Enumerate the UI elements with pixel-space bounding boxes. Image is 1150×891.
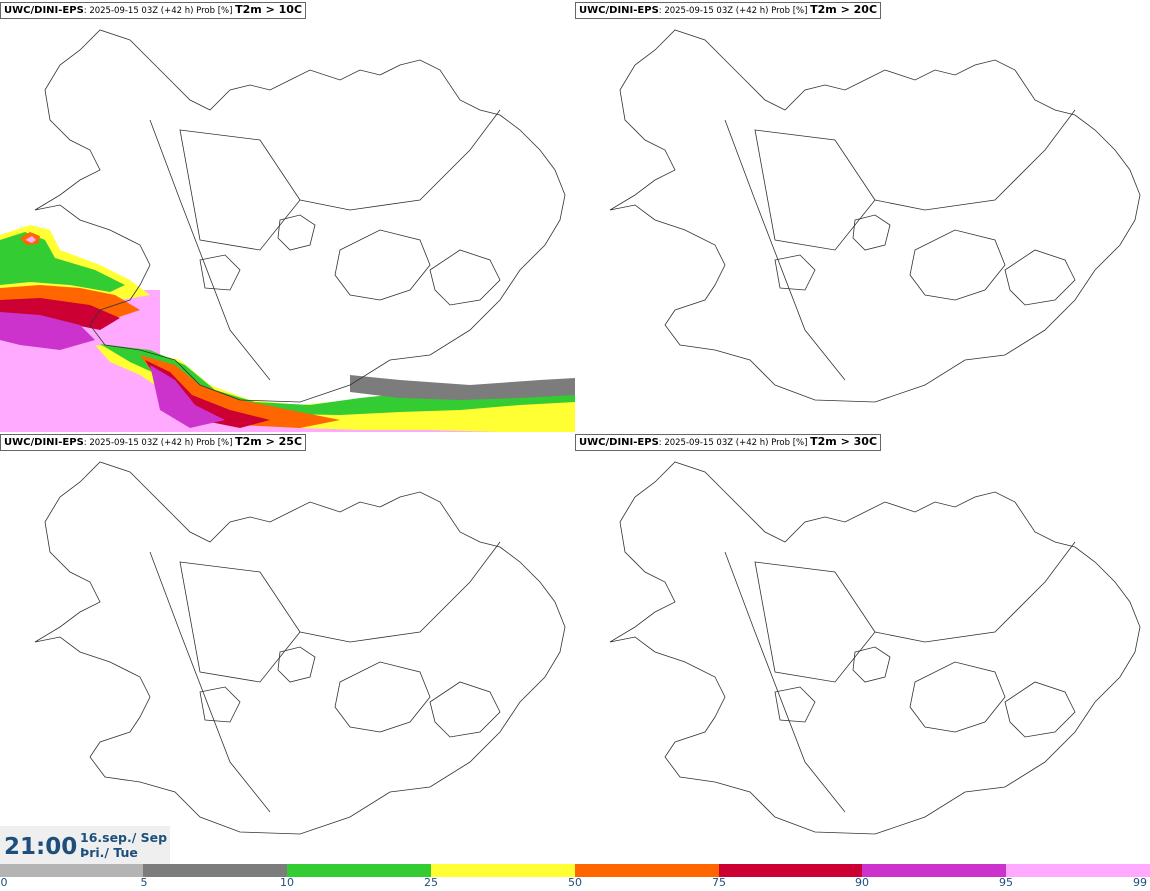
map-panel-t2m-30c: UWC/DINI-EPS: 2025-09-15 03Z (+42 h) Pro… [575,432,1150,864]
colorbar-segment-5-10 [143,864,287,877]
coastline [34,461,566,835]
panel-title: UWC/DINI-EPS: 2025-09-15 03Z (+42 h) Pro… [575,434,882,451]
colorbar-tick: 0 [0,876,8,889]
colorbar-tick: 25 [424,876,438,889]
colorbar-tick: 5 [140,876,148,889]
variable-name: T2m > 30C [810,435,878,448]
colorbar-segment-90-95 [862,864,1006,877]
valid-date: 16.sep./ Sep Þri./ Tue [80,830,167,860]
colorbar-tick: 75 [712,876,726,889]
map-panel-t2m-25c: UWC/DINI-EPS: 2025-09-15 03Z (+42 h) Pro… [0,432,575,864]
iceland-map-20c [609,29,1141,403]
variable-name: T2m > 25C [235,435,303,448]
date-line-2: Þri./ Tue [80,845,138,860]
colorbar-segment-25-50 [431,864,575,877]
model-name: UWC/DINI-EPS [4,437,84,448]
colorbar-tick: 10 [280,876,294,889]
run-info: : 2025-09-15 03Z (+42 h) Prob [%] [83,438,236,448]
colorbar-segment-50-75 [575,864,719,877]
coastline [34,29,566,403]
iceland-map-30c [609,461,1141,835]
colorbar-segment-0-5 [0,864,143,877]
iceland-map-10c [0,29,575,432]
model-name: UWC/DINI-EPS [579,5,659,16]
colorbar-tick: 50 [568,876,582,889]
colorbar-tick: 90 [855,876,869,889]
valid-time: 21:00 [4,834,78,860]
coastline [609,461,1141,835]
date-line-1: 16.sep./ Sep [80,830,168,845]
colorbar-segment-75-90 [719,864,862,877]
map-panel-t2m-10c: UWC/DINI-EPS: 2025-09-15 03Z (+42 h) Pro… [0,0,575,432]
run-info: : 2025-09-15 03Z (+42 h) Prob [%] [83,6,236,16]
panel-title: UWC/DINI-EPS: 2025-09-15 03Z (+42 h) Pro… [0,434,307,451]
iceland-map-25c [34,461,566,835]
run-info: : 2025-09-15 03Z (+42 h) Prob [%] [658,6,811,16]
valid-time-box: 21:00 16.sep./ Sep Þri./ Tue [0,826,170,864]
probability-colorbar [0,864,1150,877]
coastline [609,29,1141,403]
map-panel-t2m-20c: UWC/DINI-EPS: 2025-09-15 03Z (+42 h) Pro… [575,0,1150,432]
probability-fill [0,225,575,432]
variable-name: T2m > 20C [810,3,878,16]
colorbar-segment-95-99 [1006,864,1150,877]
colorbar-segment-10-25 [287,864,431,877]
variable-name: T2m > 10C [235,3,303,16]
panel-title: UWC/DINI-EPS: 2025-09-15 03Z (+42 h) Pro… [575,2,882,19]
colorbar-tick: 99 [1133,876,1147,889]
run-info: : 2025-09-15 03Z (+42 h) Prob [%] [658,438,811,448]
colorbar-tick: 95 [999,876,1013,889]
model-name: UWC/DINI-EPS [4,5,84,16]
panel-title: UWC/DINI-EPS: 2025-09-15 03Z (+42 h) Pro… [0,2,307,19]
model-name: UWC/DINI-EPS [579,437,659,448]
